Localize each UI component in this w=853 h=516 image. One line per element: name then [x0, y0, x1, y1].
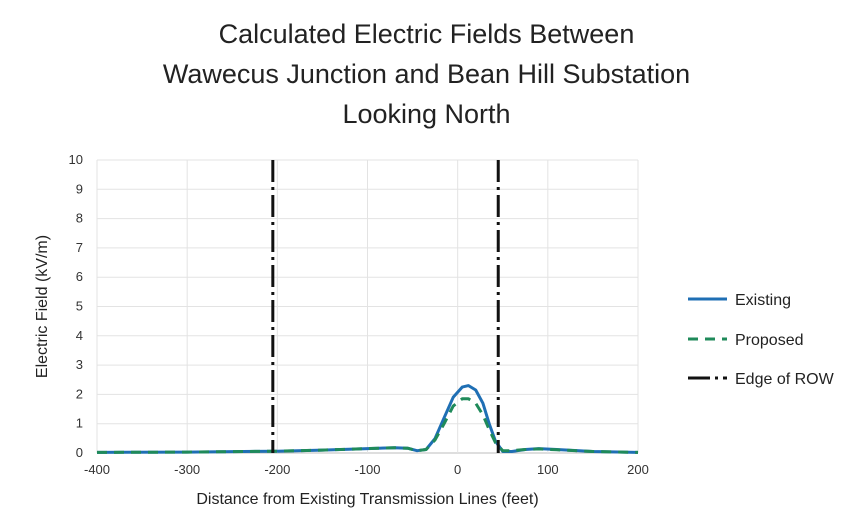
y-tick-labels: 0 1 2 3 4 5 6 7 8 9 10	[69, 152, 83, 460]
y-tick-label: 8	[76, 211, 83, 226]
legend-proposed-label: Proposed	[735, 332, 804, 349]
x-tick-label: -400	[84, 462, 110, 477]
y-tick-label: 6	[76, 269, 83, 284]
x-tick-label: 200	[627, 462, 649, 477]
x-tick-labels: -400 -300 -200 -100 0 100 200	[84, 462, 649, 477]
chart-title: Calculated Electric Fields Between Wawec…	[0, 14, 853, 134]
y-tick-label: 2	[76, 386, 83, 401]
series-line-proposed	[96, 397, 639, 454]
y-tick-label: 5	[76, 299, 83, 314]
legend: Existing Proposed Edge of ROW	[688, 292, 835, 388]
x-tick-label: 0	[454, 462, 461, 477]
y-axis-title: Electric Field (kV/m)	[34, 235, 51, 378]
x-axis-title: Distance from Existing Transmission Line…	[196, 491, 538, 508]
chart-title-line-2: Wawecus Junction and Bean Hill Substatio…	[162, 59, 691, 89]
x-tick-label: -200	[264, 462, 290, 477]
y-tick-label: 0	[76, 445, 83, 460]
legend-existing-label: Existing	[735, 292, 791, 309]
x-tick-label: -100	[354, 462, 380, 477]
data-series	[96, 384, 639, 454]
y-tick-label: 10	[69, 152, 83, 167]
y-tick-label: 9	[76, 181, 83, 196]
y-tick-label: 3	[76, 357, 83, 372]
chart-title-line-3: Looking North	[342, 99, 511, 129]
y-tick-label: 1	[76, 416, 83, 431]
grid-lines	[96, 159, 639, 454]
edge-of-row-lines	[271, 160, 500, 453]
y-tick-label: 7	[76, 240, 83, 255]
x-tick-label: 100	[537, 462, 559, 477]
chart-title-line-1: Calculated Electric Fields Between	[218, 19, 635, 49]
legend-edge-of-row-label: Edge of ROW	[735, 371, 835, 388]
x-tick-label: -300	[174, 462, 200, 477]
y-tick-label: 4	[76, 328, 83, 343]
